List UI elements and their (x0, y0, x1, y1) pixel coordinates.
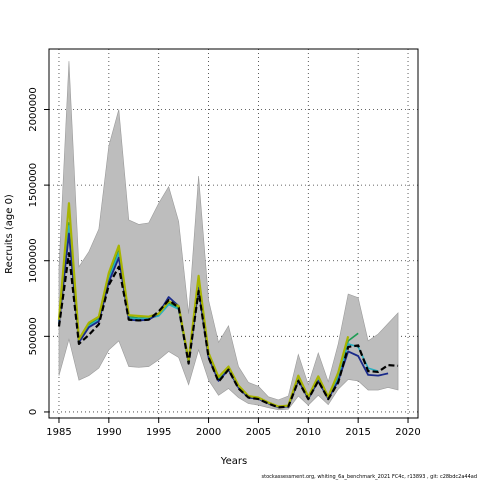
x-tick-label: 1990 (96, 427, 121, 438)
y-tick-label: 0 (28, 409, 39, 415)
y-tick-label: 2000000 (28, 87, 39, 132)
plot-frame (48, 48, 419, 419)
confidence-band-layer (58, 61, 399, 411)
x-tick-label: 2005 (246, 427, 271, 438)
y-tick-label: 500000 (28, 317, 39, 355)
y-tick-label: 1000000 (28, 238, 39, 283)
confidence-band (58, 61, 399, 411)
axis-layer: 1985 1990 1995 2000 2005 2010 2015 2020 0 500000 1… (28, 87, 421, 438)
x-tick-label: 2000 (196, 427, 221, 438)
x-tick-label: 2020 (395, 427, 420, 438)
footer-text: stockassessment.org, whiting_6a_benchmar… (262, 474, 477, 480)
series-line-5 (57, 202, 350, 408)
y-tick-label: 1500000 (28, 163, 39, 208)
x-tick-label: 1995 (146, 427, 171, 438)
x-tick-label: 2010 (296, 427, 321, 438)
y-axis-title: Recruits (age 0) (4, 194, 15, 274)
x-tick-label: 1985 (46, 427, 71, 438)
x-tick-label: 2015 (345, 427, 370, 438)
series-layer (57, 202, 399, 409)
x-axis-title: Years (220, 456, 247, 467)
series-line-1 (57, 252, 399, 409)
